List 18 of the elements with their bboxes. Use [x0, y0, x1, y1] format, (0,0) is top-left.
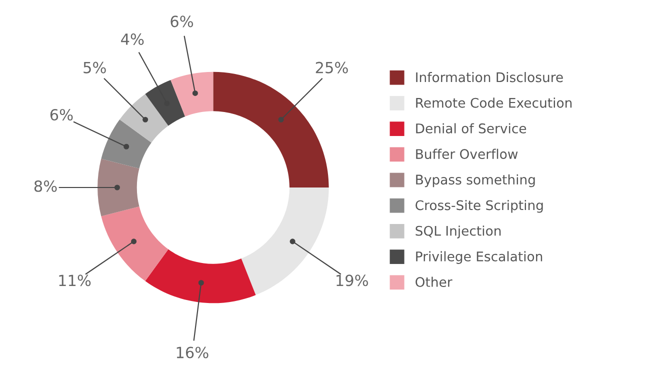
legend-label: Remote Code Execution — [416, 98, 572, 108]
data-label: 8% — [34, 180, 57, 192]
legend-label: Buffer Overflow — [416, 148, 518, 160]
data-label: 25% — [316, 62, 348, 74]
data-label: 11% — [59, 274, 91, 286]
legend-label: SQL Injection — [416, 226, 501, 238]
data-label: 5% — [84, 62, 106, 74]
legend-label: Cross-Site Scripting — [416, 200, 543, 213]
data-label: 19% — [336, 274, 368, 286]
legend-label: Other — [416, 276, 452, 287]
data-label: 16% — [176, 346, 208, 358]
legend-label: Denial of Service — [416, 123, 526, 134]
legend-label: Privilege Escalation — [416, 251, 542, 264]
data-label: 6% — [50, 108, 73, 121]
data-label: 4% — [121, 33, 144, 45]
legend-label: Bypass something — [416, 174, 535, 188]
legend-label: Information Disclosure — [416, 72, 563, 82]
data-label: 6% — [170, 16, 194, 28]
